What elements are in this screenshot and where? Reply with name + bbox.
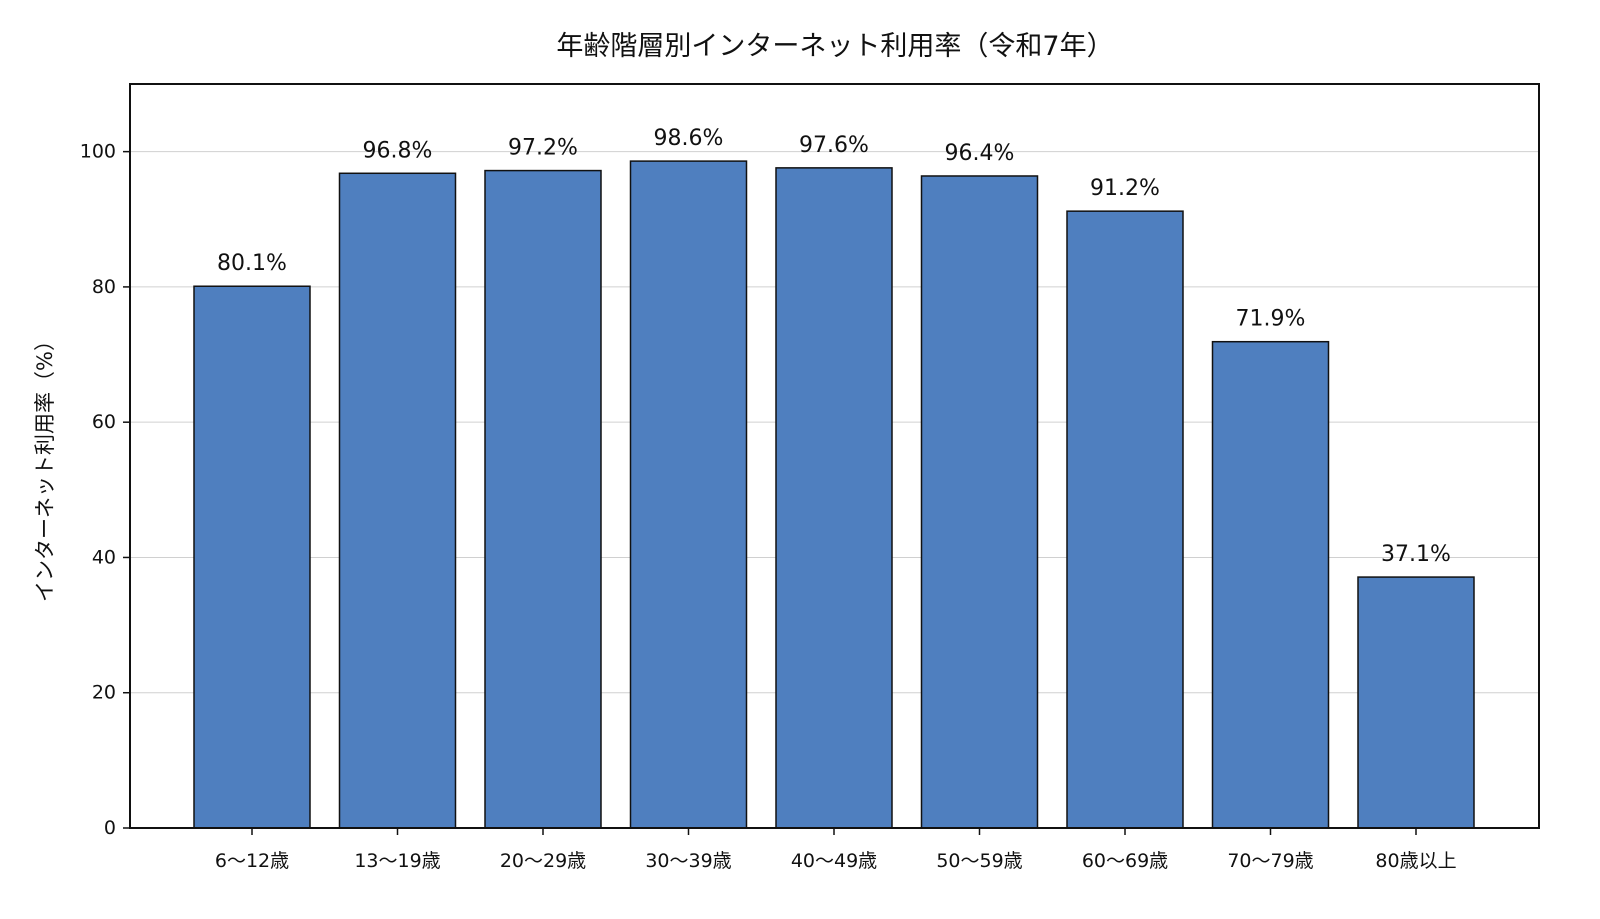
x-tick-label: 20〜29歳 [500,850,586,872]
y-axis: 0 20 40 60 80 100 [80,141,130,839]
data-labels: 80.1% 96.8% 97.2% 98.6% 97.6% 96.4% 91.2% 71.9%… [217,126,1451,567]
bar [193,285,311,829]
bar [775,167,893,829]
data-label: 97.6% [799,133,869,158]
y-tick-label: 100 [80,141,116,163]
data-label: 96.4% [945,141,1015,166]
x-tick-label: 70〜79歳 [1227,850,1313,872]
y-axis-label: インターネット利用率（%） [33,330,57,602]
x-axis: 6〜12歳 13〜19歳 20〜29歳 30〜39歳 40〜49歳 50〜59歳 60〜69… [215,828,1457,872]
y-tick-label: 40 [92,546,116,568]
y-tick-label: 20 [92,682,116,704]
bar [1211,340,1330,829]
data-label: 80.1% [217,251,287,276]
bar [484,169,602,829]
x-tick-label: 6〜12歳 [215,850,289,872]
bar [1357,576,1475,829]
data-label: 97.2% [508,136,578,161]
x-tick-label: 40〜49歳 [791,850,877,872]
y-tick-label: 0 [104,817,116,839]
y-tick-label: 80 [92,276,116,298]
bar [920,175,1039,829]
x-tick-label: 80歳以上 [1375,850,1456,872]
x-tick-label: 50〜59歳 [936,850,1022,872]
data-label: 71.9% [1236,307,1306,332]
bar [629,160,748,829]
data-label: 96.8% [363,138,433,163]
chart-title: 年齢階層別インターネット利用率（令和7年） [556,31,1113,62]
data-label: 37.1% [1381,542,1451,567]
plot-frame [129,83,1540,829]
bar [338,172,457,829]
x-tick-label: 30〜39歳 [645,850,731,872]
x-tick-label: 60〜69歳 [1082,850,1168,872]
x-tick-label: 13〜19歳 [354,850,440,872]
bars [193,160,1475,829]
y-tick-label: 60 [92,411,116,433]
data-label: 98.6% [654,126,724,151]
data-label: 91.2% [1090,176,1160,201]
bar [1066,210,1184,829]
